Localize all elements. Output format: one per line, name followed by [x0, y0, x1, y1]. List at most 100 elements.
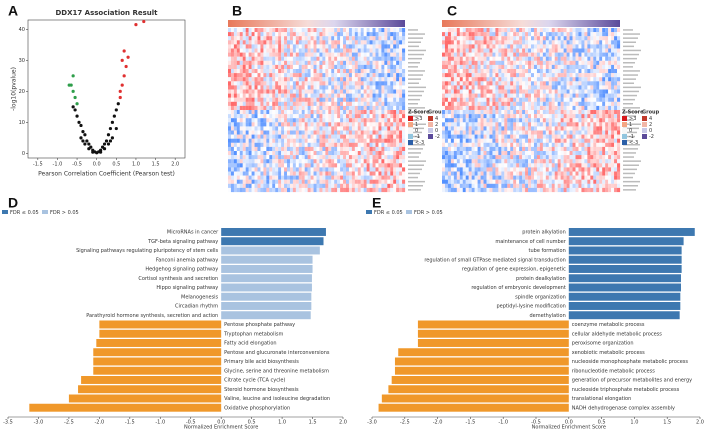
heat-cell — [465, 28, 469, 33]
heat-cell — [483, 85, 487, 90]
heat-cell — [272, 73, 276, 78]
gene-label-stub — [623, 135, 635, 138]
heat-cell — [281, 163, 285, 168]
heat-cell — [230, 167, 234, 172]
heat-cell — [343, 105, 347, 111]
heat-cell — [366, 81, 370, 86]
heat-cell — [531, 85, 535, 90]
heat-cell — [230, 32, 234, 37]
heat-cell — [260, 85, 264, 90]
heat-cell — [254, 142, 258, 147]
heat-cell — [533, 56, 538, 61]
heat-cell — [230, 73, 234, 78]
heat-cell — [542, 56, 546, 61]
heat-cell — [278, 97, 282, 102]
heat-cell — [456, 60, 460, 65]
heat-cell — [260, 122, 264, 127]
heat-cell — [287, 60, 291, 65]
heat-cell — [444, 93, 449, 98]
heat-cell — [516, 105, 520, 111]
heat-cell — [551, 163, 555, 168]
heat-cell — [346, 130, 350, 135]
heat-cell — [575, 134, 579, 139]
gene-label-stub — [408, 160, 426, 162]
heat-cell — [584, 138, 588, 143]
group-title: Group — [428, 110, 446, 116]
heat-cell — [363, 175, 367, 180]
heat-cell — [572, 118, 576, 123]
heat-cell — [340, 69, 344, 74]
heat-cell — [542, 167, 546, 172]
heat-cell — [248, 142, 252, 147]
heat-cell — [316, 36, 320, 41]
heat-cell — [295, 60, 299, 65]
heat-cell — [584, 187, 588, 193]
heat-cell — [384, 85, 388, 90]
heat-cell — [316, 142, 320, 147]
heat-cell — [542, 101, 546, 106]
heat-cell — [539, 171, 543, 176]
heat-cell — [602, 187, 606, 193]
gene-label-stub — [408, 152, 421, 154]
heat-cell — [337, 40, 341, 45]
heat-cell — [450, 142, 454, 147]
heat-cell — [453, 134, 457, 139]
heat-cell — [301, 97, 305, 102]
heat-cell — [384, 110, 388, 115]
heat-cell — [275, 36, 279, 41]
heat-cell — [528, 73, 532, 78]
heat-cell — [533, 28, 538, 33]
heat-cell — [228, 179, 232, 184]
heat-cell — [366, 48, 370, 53]
heat-cell — [245, 40, 249, 45]
heat-cell — [360, 93, 364, 98]
heat-cell — [468, 89, 472, 94]
heat-cell — [313, 118, 317, 123]
heat-cell — [563, 69, 567, 74]
heat-cell — [284, 118, 288, 123]
heat-cell — [346, 52, 350, 57]
heat-cell — [351, 77, 355, 82]
heat-cell — [584, 171, 588, 176]
heat-cell — [245, 159, 249, 164]
heat-cell — [351, 69, 355, 74]
heat-cell — [504, 175, 508, 180]
heat-cell — [228, 28, 232, 33]
gene-label-stub — [408, 156, 419, 158]
heat-cell — [572, 60, 576, 65]
heat-cell — [236, 138, 240, 143]
heat-cell — [351, 48, 355, 53]
heat-cell — [531, 40, 535, 45]
heat-cell — [608, 69, 612, 74]
heat-cell — [611, 81, 615, 86]
heat-cell — [495, 28, 499, 33]
heat-cell — [284, 179, 288, 184]
heat-cell — [450, 151, 454, 156]
heat-cell — [462, 118, 466, 123]
heat-cell — [257, 130, 261, 135]
heat-cell — [381, 118, 385, 123]
heat-cell — [236, 40, 240, 45]
heat-cell — [337, 126, 341, 131]
heat-cell — [360, 179, 364, 184]
heat-cell — [447, 183, 451, 188]
heat-cell — [531, 114, 535, 119]
heat-cell — [608, 73, 612, 78]
heat-cell — [560, 89, 564, 94]
heat-cell — [310, 175, 314, 180]
heat-cell — [480, 28, 484, 33]
heat-cell — [328, 60, 332, 65]
heat-cell — [528, 179, 532, 184]
heat-cell — [346, 60, 350, 65]
heat-cell — [313, 159, 317, 164]
zscore-swatch — [622, 122, 627, 127]
gene-label-stub — [408, 82, 419, 84]
heat-cell — [310, 122, 314, 127]
heat-cell — [483, 56, 487, 61]
heat-cell — [483, 167, 487, 172]
heat-cell — [228, 52, 232, 57]
heat-cell — [378, 81, 382, 86]
heat-cell — [239, 97, 243, 102]
point — [81, 139, 85, 143]
heat-cell — [489, 73, 493, 78]
